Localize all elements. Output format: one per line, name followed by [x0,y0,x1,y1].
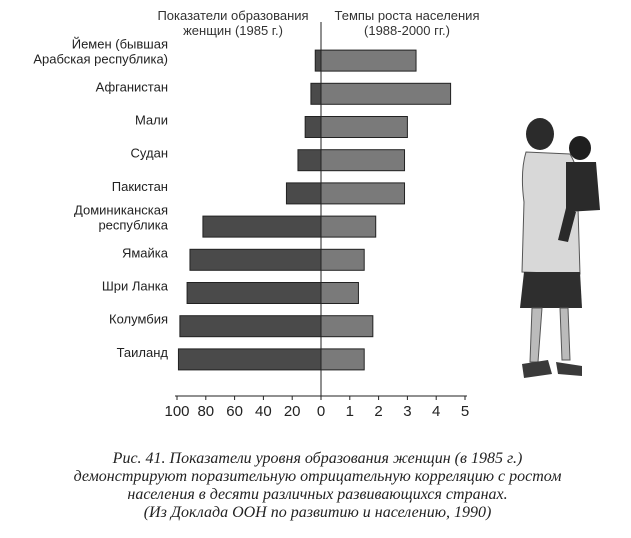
right-header-line-1: Темпы роста населения [334,8,480,23]
left-bar-1 [310,82,322,105]
right-axis-header: Темпы роста населения (1988-2000 гг.) [322,8,492,38]
right-header-line-2: (1988-2000 гг.) [364,23,450,38]
right-bar-1 [320,82,452,105]
left-bar-2 [304,116,322,138]
category-label-0-0: Йемен (бывшая [72,37,168,52]
right-tick-label-3: 4 [432,403,440,420]
left-tick-label-5: 0 [317,403,325,420]
left-axis-header: Показатели образования женщин (1985 г.) [148,8,318,38]
category-label-3-0: Судан [131,146,168,161]
left-bar-9 [177,348,322,371]
caption-line-3: населения в десяти различных развивающих… [127,486,508,503]
mother-child-illustration [520,118,600,378]
right-tick-label-1: 2 [374,403,382,420]
left-bar-3 [297,149,322,172]
caption-line-2: демонстрируют поразительную отрицательну… [73,468,562,485]
left-tick-label-0: 100 [164,403,189,420]
left-bar-7 [186,282,322,304]
category-label-9-0: Таиланд [117,345,169,360]
right-bar-7 [320,282,359,304]
left-tick-label-1: 80 [197,403,214,420]
figure-caption: Рис. 41. Показатели уровня образования ж… [40,450,595,522]
right-tick-label-2: 3 [403,403,411,420]
category-label-1-0: Афганистан [96,79,168,94]
category-label-6-0: Ямайка [122,245,169,260]
left-bar-5 [202,215,322,238]
left-tick-label-4: 20 [284,403,301,420]
right-tick-label-0: 1 [346,403,354,420]
right-bar-3 [320,149,406,172]
caption-line-4: (Из Доклада ООН по развитию и населению,… [143,504,492,521]
left-bar-0 [314,49,322,72]
right-bar-5 [320,215,377,238]
category-label-7-0: Шри Ланка [102,279,169,294]
right-bar-4 [320,182,406,205]
caption-line-1: Рис. 41. Показатели уровня образования ж… [112,450,523,467]
category-label-8-0: Колумбия [109,312,168,327]
right-bar-2 [320,116,408,138]
category-label-5-1: республика [98,218,168,233]
child-silhouette-icon [558,136,600,242]
left-tick-label-2: 60 [226,403,243,420]
left-header-line-1: Показатели образования [157,8,309,23]
left-bar-6 [189,248,322,271]
category-label-5-0: Доминиканская [74,203,168,218]
left-header-line-2: женщин (1985 г.) [183,23,283,38]
left-tick-label-3: 40 [255,403,272,420]
category-label-0-1: Арабская республика) [33,52,168,67]
right-bar-6 [320,248,365,271]
right-bar-8 [320,315,374,338]
category-label-2-0: Мали [135,113,168,128]
right-bar-9 [320,348,365,371]
mother-silhouette-icon [520,118,582,378]
left-bar-8 [179,315,322,338]
right-tick-label-4: 5 [461,403,469,420]
category-label-4-0: Пакистан [112,179,168,194]
left-bar-4 [285,182,322,205]
right-bar-0 [320,49,417,72]
